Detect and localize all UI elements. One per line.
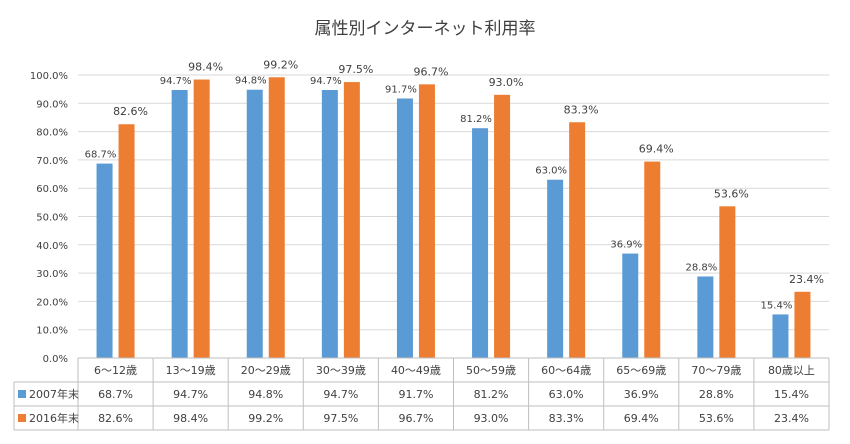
- table-cell: 63.0%: [549, 388, 584, 401]
- category-label: 65〜69歳: [616, 364, 666, 377]
- bar-2016: [719, 206, 736, 358]
- y-tick-label: 20.0%: [36, 297, 68, 308]
- bar-2016: [193, 79, 210, 358]
- data-label: 36.9%: [610, 240, 642, 251]
- data-label: 83.3%: [564, 103, 599, 116]
- table-cell: 93.0%: [474, 412, 509, 425]
- table-cell: 98.4%: [173, 412, 208, 425]
- table-cell: 36.9%: [624, 388, 659, 401]
- table-cell: 94.7%: [173, 388, 208, 401]
- category-label: 40〜49歳: [391, 364, 441, 377]
- bar-2016: [418, 84, 435, 359]
- table-cell: 94.7%: [323, 388, 358, 401]
- table-cell: 68.7%: [98, 388, 133, 401]
- gridlines: [78, 74, 829, 359]
- bar-2007: [772, 314, 789, 358]
- y-tick-label: 40.0%: [36, 241, 68, 252]
- y-axis: 0.0% 10.0% 20.0% 30.0% 40.0% 50.0% 60.0% 70.0% 8…: [30, 71, 68, 365]
- legend-swatch: [18, 390, 26, 398]
- data-label: 94.7%: [310, 76, 342, 87]
- y-tick-label: 70.0%: [36, 156, 68, 167]
- bar-2016: [118, 124, 135, 358]
- category-label: 6〜12歳: [94, 364, 137, 377]
- chart-title: 属性別インターネット利用率: [314, 19, 536, 39]
- table-cell: 99.2%: [248, 412, 283, 425]
- y-tick-label: 0.0%: [43, 354, 68, 365]
- bar-2007: [396, 98, 413, 358]
- series-name: 2016年末: [29, 411, 79, 425]
- table-cell: 83.3%: [549, 412, 584, 425]
- data-label: 68.7%: [85, 150, 117, 161]
- table-cell: 28.8%: [699, 388, 734, 401]
- bar-2007: [321, 89, 338, 359]
- table-cell: 82.6%: [98, 412, 133, 425]
- table-cell: 96.7%: [398, 412, 433, 425]
- data-label: 69.4%: [639, 143, 674, 156]
- data-label: 93.0%: [489, 76, 524, 89]
- bar-2016: [494, 94, 511, 358]
- category-label: 70〜79歳: [691, 364, 741, 377]
- data-label: 23.4%: [789, 273, 824, 286]
- y-tick-label: 50.0%: [36, 213, 68, 224]
- y-tick-label: 100.0%: [30, 71, 68, 82]
- bar-2016: [268, 77, 285, 358]
- table-cell: 97.5%: [323, 412, 358, 425]
- bar-2007: [171, 89, 188, 359]
- category-label: 80歳以上: [768, 364, 815, 377]
- data-label: 94.8%: [235, 76, 267, 87]
- data-label: 53.6%: [714, 187, 749, 200]
- table-cell: 15.4%: [774, 388, 809, 401]
- series-name: 2007年末: [29, 387, 79, 401]
- bar-2007: [246, 89, 263, 358]
- bar-2007: [96, 163, 113, 358]
- category-label: 13〜19歳: [166, 364, 216, 377]
- data-label: 91.7%: [385, 84, 417, 95]
- bar-2007: [622, 253, 639, 358]
- bar-2007: [472, 128, 489, 358]
- bar-2016: [569, 122, 586, 358]
- data-table: 6〜12歳 13〜19歳 20〜29歳 30〜39歳 40〜49歳 50〜59歳 60〜64…: [13, 357, 830, 431]
- bars: [96, 77, 811, 359]
- bar-2016: [794, 291, 811, 358]
- y-tick-label: 30.0%: [36, 269, 68, 280]
- data-labels: 68.7%82.6%94.7%98.4%94.8%99.2%94.7%97.5%…: [85, 58, 824, 311]
- bar-2007: [547, 179, 564, 358]
- table-cell: 69.4%: [624, 412, 659, 425]
- y-tick-label: 10.0%: [36, 326, 68, 337]
- data-label: 97.5%: [338, 63, 373, 76]
- category-label: 60〜64歳: [541, 364, 591, 377]
- table-cell: 23.4%: [774, 412, 809, 425]
- y-tick-label: 60.0%: [36, 184, 68, 195]
- data-label: 63.0%: [535, 166, 567, 177]
- bar-2016: [343, 82, 360, 358]
- table-cell: 91.7%: [398, 388, 433, 401]
- data-label: 81.2%: [460, 114, 492, 125]
- category-label: 50〜59歳: [466, 364, 516, 377]
- category-label: 20〜29歳: [241, 364, 291, 377]
- table-cell: 53.6%: [699, 412, 734, 425]
- bar-2016: [644, 161, 661, 358]
- data-label: 94.7%: [160, 76, 192, 87]
- y-tick-label: 90.0%: [36, 99, 68, 110]
- table-cell: 81.2%: [474, 388, 509, 401]
- data-label: 15.4%: [761, 300, 793, 311]
- data-label: 99.2%: [263, 58, 298, 71]
- legend-swatch: [18, 414, 26, 422]
- table-cell: 94.8%: [248, 388, 283, 401]
- y-tick-label: 80.0%: [36, 128, 68, 139]
- category-label: 30〜39歳: [316, 364, 366, 377]
- data-label: 96.7%: [413, 65, 448, 78]
- data-label: 28.8%: [685, 262, 717, 273]
- bar-2007: [697, 276, 714, 358]
- data-label: 98.4%: [188, 61, 223, 74]
- data-label: 82.6%: [113, 105, 148, 118]
